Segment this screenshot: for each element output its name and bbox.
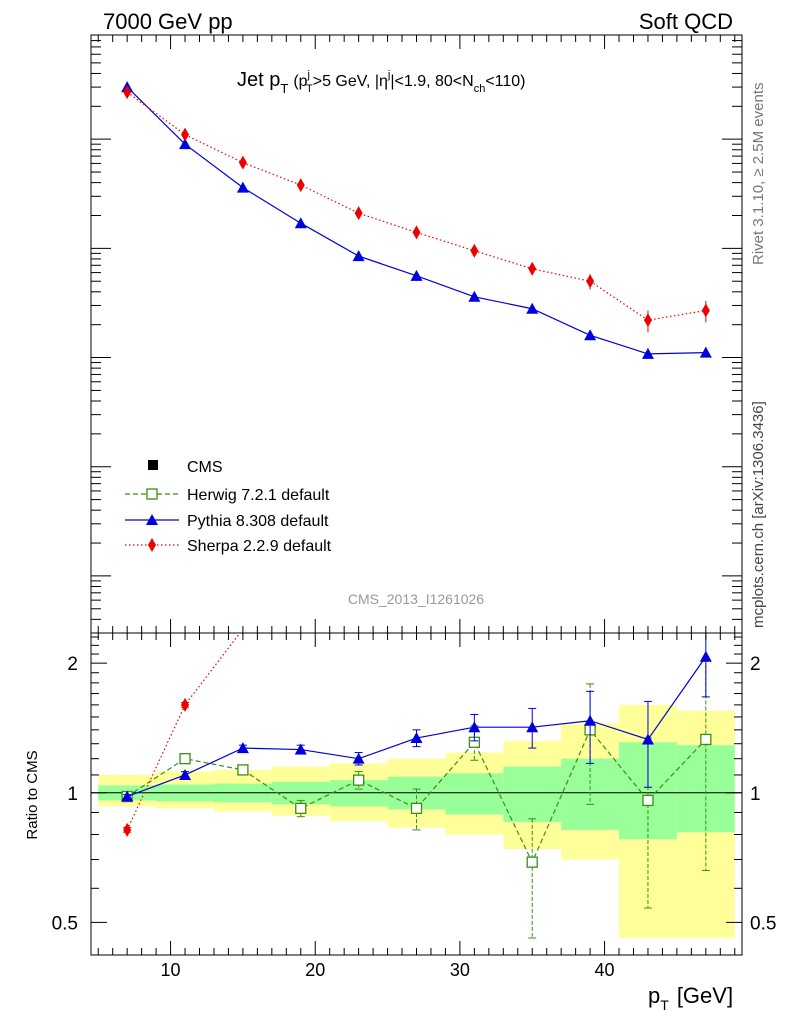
triangle-marker	[352, 250, 365, 262]
legend-item-pythia: Pythia 8.308 default	[125, 513, 329, 530]
triangle-marker	[294, 743, 307, 755]
main-plot: Jet pT (pj T>5 GeV, |ηj|<1.9, 80<Nch<110) …	[90, 34, 743, 634]
triangle-marker	[352, 752, 365, 764]
ratio-y-tick-label-left: 1	[67, 784, 78, 805]
diamond-marker	[586, 274, 595, 289]
legend-item-sherpa: Sherpa 2.2.9 default	[125, 538, 332, 555]
ratio-y-tick-label-right: 1	[750, 784, 761, 805]
ratio-y-tick-label-right: 0.5	[750, 913, 776, 934]
diamond-marker	[470, 243, 479, 258]
triangle-marker	[526, 302, 539, 314]
diamond-marker	[643, 313, 652, 328]
legend-label-pythia: Pythia 8.308 default	[187, 513, 329, 530]
triangle-marker	[294, 217, 307, 229]
square-marker	[295, 802, 307, 815]
legend-item-cms: CMS	[148, 459, 223, 476]
main-series-line	[126, 86, 706, 355]
square-marker	[410, 802, 423, 815]
square-marker	[526, 856, 538, 868]
triangle-marker	[699, 346, 712, 358]
pythia-triangle-icon	[146, 514, 158, 525]
sherpa-diamond-icon	[148, 538, 156, 552]
ratio-ticks: 10 20 30 40 0.5 0.5 1 1 2 2	[52, 633, 776, 980]
source-label: mcplots.cern.ch [arXiv:1306.3436]	[750, 401, 767, 628]
diamond-marker	[412, 225, 421, 240]
cms-marker-icon	[148, 460, 158, 470]
triangle-marker	[468, 721, 481, 733]
triangle-marker	[236, 742, 249, 754]
herwig-square-icon	[146, 488, 158, 500]
square-marker	[700, 733, 712, 746]
triangle-marker	[410, 269, 423, 281]
header-right: Soft QCD	[639, 9, 733, 34]
ratio-plot: 10 20 30 40 0.5 0.5 1 1 2 2 Ratio to CMS pT [GeV]	[24, 632, 776, 1013]
diamond-marker	[296, 178, 305, 193]
triangle-marker	[584, 714, 597, 726]
diamond-marker	[181, 697, 190, 712]
ratio-series-line	[126, 728, 707, 864]
square-marker	[642, 794, 654, 807]
triangle-marker	[641, 733, 654, 745]
legend-label-herwig: Herwig 7.2.1 default	[187, 487, 330, 504]
triangle-marker	[526, 721, 539, 733]
ratio-band-inner	[503, 766, 562, 823]
triangle-marker	[468, 290, 481, 302]
legend-label-sherpa: Sherpa 2.2.9 default	[187, 538, 332, 555]
ratio-series-line	[126, 633, 241, 831]
analysis-watermark: CMS_2013_I1261026	[348, 591, 484, 607]
diamond-marker	[181, 127, 190, 142]
ratio-y-tick-label-left: 0.5	[52, 913, 78, 934]
triangle-marker	[410, 732, 423, 744]
ratio-x-tick-label: 10	[161, 960, 181, 980]
diamond-marker	[354, 206, 363, 221]
triangle-marker	[236, 181, 249, 193]
square-marker	[179, 753, 191, 765]
ratio-ylabel: Ratio to CMS	[24, 750, 41, 839]
diamond-marker	[238, 155, 247, 170]
legend-label-cms: CMS	[187, 459, 223, 476]
ratio-band-inner	[445, 773, 504, 815]
ratio-x-tick-label: 20	[305, 960, 325, 980]
ratio-x-tick-label: 30	[450, 960, 470, 980]
diamond-marker	[528, 261, 537, 276]
ratio-y-tick-label-left: 2	[67, 654, 78, 675]
triangle-marker	[584, 329, 597, 341]
main-series-line	[126, 91, 706, 321]
ratio-series-clipped	[121, 633, 712, 939]
plot-title: Jet pT (pj T>5 GeV, |ηj|<1.9, 80<Nch<110)	[237, 69, 526, 96]
ratio-series	[121, 633, 712, 939]
legend: CMS Herwig 7.2.1 default Pythia 8.308 de…	[125, 459, 332, 555]
main-series	[121, 81, 712, 359]
square-marker	[352, 774, 365, 786]
diamond-marker	[123, 822, 132, 837]
ratio-xlabel: pT [GeV]	[648, 983, 733, 1013]
triangle-marker	[699, 650, 712, 662]
triangle-marker	[641, 347, 654, 359]
rivet-label: Rivet 3.1.10, ≥ 2.5M events	[750, 83, 767, 266]
ratio-x-tick-label: 40	[595, 960, 615, 980]
diamond-marker	[701, 303, 710, 318]
diamond-marker	[123, 85, 132, 100]
ratio-y-tick-label-right: 2	[750, 654, 761, 675]
header-left: 7000 GeV pp	[103, 9, 233, 34]
triangle-marker	[179, 138, 192, 150]
triangle-marker	[121, 790, 134, 802]
legend-item-herwig: Herwig 7.2.1 default	[125, 487, 330, 504]
main-ticks	[91, 34, 742, 634]
triangle-marker	[179, 768, 192, 780]
square-marker	[237, 764, 249, 776]
